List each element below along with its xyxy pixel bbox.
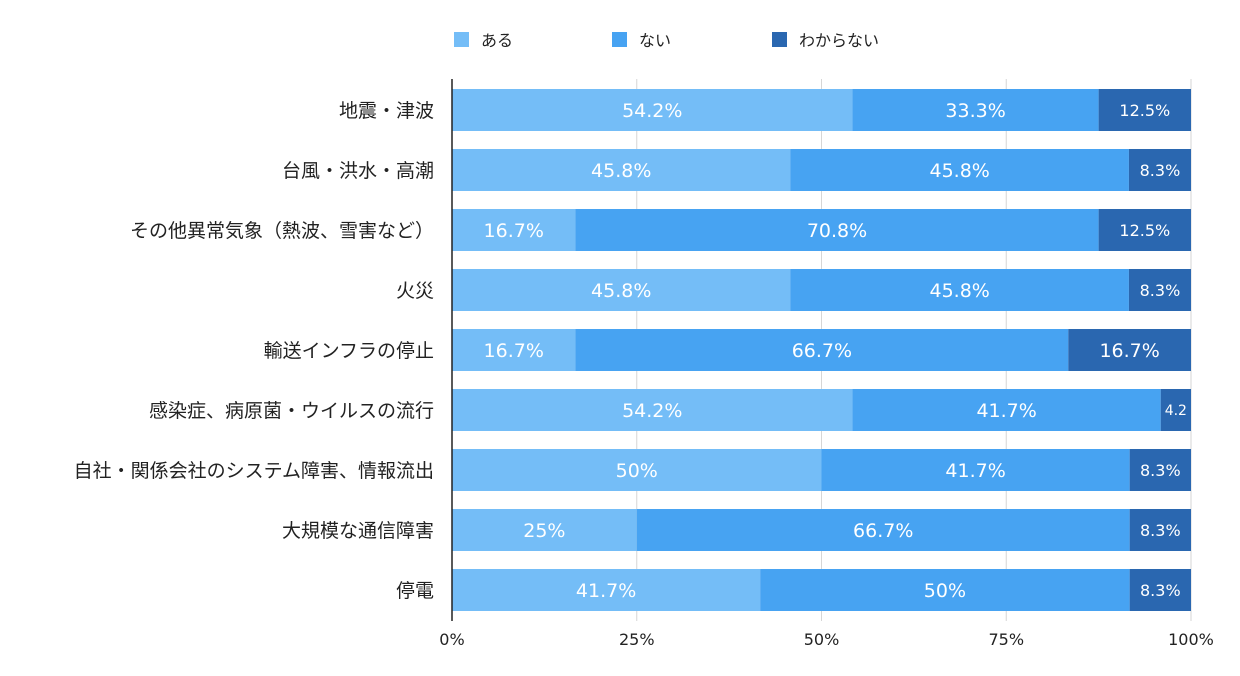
- legend-swatch-1: [612, 32, 627, 47]
- bar-0-0: [452, 89, 853, 131]
- value-label-7-1: 66.7%: [853, 520, 913, 542]
- x-tick-label-0: 0%: [439, 630, 464, 649]
- x-tick-label-4: 100%: [1168, 630, 1214, 649]
- bar-7-2: [1129, 509, 1191, 551]
- category-label-1: 台風・洪水・高潮: [282, 160, 434, 182]
- legend-swatch-2: [772, 32, 787, 47]
- bar-2-1: [575, 209, 1099, 251]
- category-label-8: 停電: [396, 580, 434, 602]
- value-label-1-0: 45.8%: [591, 160, 651, 182]
- legend-swatch-0: [454, 32, 469, 47]
- legend-label-1: ない: [639, 31, 671, 50]
- bar-2-0: [452, 209, 576, 251]
- value-label-6-1: 41.7%: [945, 460, 1005, 482]
- category-label-2: その他異常気象（熱波、雪害など）: [130, 220, 434, 242]
- bar-5-1: [852, 389, 1161, 431]
- bar-7-0: [452, 509, 637, 551]
- bar-8-2: [1129, 569, 1191, 611]
- category-label-3: 火災: [396, 280, 434, 302]
- bar-1-0: [452, 149, 791, 191]
- value-label-5-2: 4.2: [1165, 403, 1187, 419]
- value-label-0-2: 12.5%: [1119, 101, 1170, 120]
- category-label-7: 大規模な通信障害: [282, 520, 434, 542]
- value-label-7-0: 25%: [523, 520, 565, 542]
- value-label-5-0: 54.2%: [622, 400, 682, 422]
- bar-4-2: [1068, 329, 1191, 371]
- bar-4-0: [452, 329, 576, 371]
- value-label-3-0: 45.8%: [591, 280, 651, 302]
- bar-3-2: [1128, 269, 1191, 311]
- bar-6-2: [1129, 449, 1191, 491]
- bar-3-1: [790, 269, 1129, 311]
- x-tick-label-3: 75%: [988, 630, 1024, 649]
- category-label-5: 感染症、病原菌・ウイルスの流行: [149, 400, 434, 422]
- bar-0-2: [1098, 89, 1191, 131]
- category-label-6: 自社・関係会社のシステム障害、情報流出: [74, 460, 434, 482]
- bar-6-1: [821, 449, 1130, 491]
- bar-1-2: [1128, 149, 1191, 191]
- bar-4-1: [575, 329, 1069, 371]
- value-label-2-1: 70.8%: [807, 220, 867, 242]
- value-label-4-1: 66.7%: [792, 340, 852, 362]
- value-label-0-1: 33.3%: [945, 100, 1005, 122]
- value-label-4-0: 16.7%: [484, 340, 544, 362]
- legend-label-2: わからない: [799, 31, 879, 50]
- bars: 54.2% 33.3% 12.5% 45.8% 45.8% 8.3% 16.7% 70.8% 1…: [452, 89, 1191, 611]
- x-tick-labels: 0% 25% 50% 75% 100%: [439, 630, 1214, 649]
- x-tick-label-2: 50%: [804, 630, 840, 649]
- value-label-1-2: 8.3%: [1140, 161, 1181, 180]
- bar-8-0: [452, 569, 761, 611]
- value-label-3-1: 45.8%: [930, 280, 990, 302]
- value-label-5-1: 41.7%: [976, 400, 1036, 422]
- bar-8-1: [760, 569, 1130, 611]
- category-label-0: 地震・津波: [339, 100, 434, 122]
- bar-0-1: [852, 89, 1099, 131]
- value-label-8-0: 41.7%: [576, 580, 636, 602]
- value-label-6-0: 50%: [616, 460, 658, 482]
- value-label-7-2: 8.3%: [1140, 521, 1181, 540]
- value-label-0-0: 54.2%: [622, 100, 682, 122]
- bar-1-1: [790, 149, 1129, 191]
- bar-6-0: [452, 449, 822, 491]
- value-label-3-2: 8.3%: [1140, 281, 1181, 300]
- value-label-6-2: 8.3%: [1140, 461, 1181, 480]
- value-label-8-2: 8.3%: [1140, 581, 1181, 600]
- legend-label-0: ある: [481, 31, 513, 50]
- value-label-1-1: 45.8%: [930, 160, 990, 182]
- bar-2-2: [1098, 209, 1191, 251]
- bar-5-2: [1160, 389, 1191, 431]
- x-tick-label-1: 25%: [619, 630, 655, 649]
- value-label-4-2: 16.7%: [1099, 340, 1159, 362]
- bar-3-0: [452, 269, 791, 311]
- value-label-2-2: 12.5%: [1119, 221, 1170, 240]
- legend: ある ない わからない: [454, 31, 879, 50]
- value-label-2-0: 16.7%: [484, 220, 544, 242]
- category-label-4: 輸送インフラの停止: [264, 340, 434, 362]
- bar-7-1: [636, 509, 1130, 551]
- value-label-8-1: 50%: [924, 580, 966, 602]
- bar-5-0: [452, 389, 853, 431]
